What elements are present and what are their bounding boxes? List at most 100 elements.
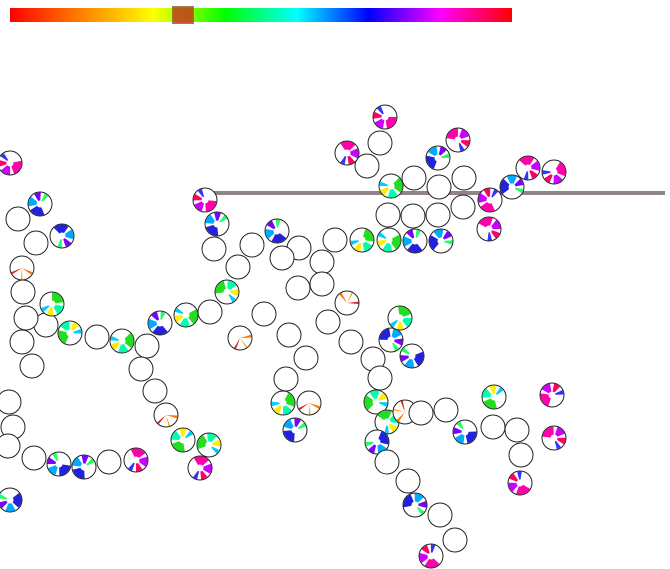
circle-node-icon[interactable] xyxy=(39,291,65,317)
circle-node-icon[interactable] xyxy=(541,425,567,451)
circle-node-icon[interactable] xyxy=(418,543,444,569)
circle-node-icon[interactable] xyxy=(153,402,179,428)
circle-node-icon[interactable] xyxy=(21,445,47,471)
circle-node-icon[interactable] xyxy=(27,191,53,217)
circle-node-icon[interactable] xyxy=(477,187,503,213)
circle-node-icon[interactable] xyxy=(507,470,533,496)
circle-node-icon[interactable] xyxy=(428,228,454,254)
circle-node-icon[interactable] xyxy=(19,353,45,379)
circle-node-icon[interactable] xyxy=(71,454,97,480)
circle-node-icon[interactable] xyxy=(192,187,218,213)
circle-node-icon[interactable] xyxy=(269,245,295,271)
circle-node-icon[interactable] xyxy=(367,365,393,391)
circle-node-icon[interactable] xyxy=(378,327,404,353)
circle-node-icon[interactable] xyxy=(142,378,168,404)
circle-node-icon[interactable] xyxy=(285,275,311,301)
circle-node-icon[interactable] xyxy=(515,155,541,181)
circle-node-icon[interactable] xyxy=(23,230,49,256)
circle-node-icon[interactable] xyxy=(541,159,567,185)
circle-node-icon[interactable] xyxy=(499,174,525,200)
circle-node-icon[interactable] xyxy=(402,492,428,518)
circle-node-icon[interactable] xyxy=(315,309,341,335)
circle-node-icon[interactable] xyxy=(147,310,173,336)
circle-node-icon[interactable] xyxy=(128,356,154,382)
circle-node-icon[interactable] xyxy=(309,249,335,275)
circle-node-icon[interactable] xyxy=(270,390,296,416)
circle-node-icon[interactable] xyxy=(363,389,389,415)
circle-node-icon[interactable] xyxy=(508,442,534,468)
circle-node-icon[interactable] xyxy=(46,451,72,477)
circle-node-icon[interactable] xyxy=(408,400,434,426)
circle-node-icon[interactable] xyxy=(123,447,149,473)
circle-node-icon[interactable] xyxy=(5,206,31,232)
circle-node-icon[interactable] xyxy=(9,255,35,281)
circle-node-icon[interactable] xyxy=(387,305,413,331)
circle-node-icon[interactable] xyxy=(196,432,222,458)
circle-node-icon[interactable] xyxy=(57,320,83,346)
circle-node-icon[interactable] xyxy=(372,104,398,130)
circle-node-icon[interactable] xyxy=(425,202,451,228)
circle-node-icon[interactable] xyxy=(9,329,35,355)
circle-node-icon[interactable] xyxy=(375,202,401,228)
circle-node-icon[interactable] xyxy=(293,345,319,371)
circle-node-icon[interactable] xyxy=(539,382,565,408)
circle-node-icon[interactable] xyxy=(426,174,452,200)
circle-node-icon[interactable] xyxy=(109,328,135,354)
circle-node-icon[interactable] xyxy=(309,271,335,297)
circle-node-icon[interactable] xyxy=(134,333,160,359)
circle-node-icon[interactable] xyxy=(10,279,36,305)
circle-node-icon[interactable] xyxy=(276,322,302,348)
circle-node-icon[interactable] xyxy=(201,236,227,262)
circle-node-icon[interactable] xyxy=(433,397,459,423)
circle-node-icon[interactable] xyxy=(445,127,471,153)
circle-node-icon[interactable] xyxy=(367,130,393,156)
circle-node-icon[interactable] xyxy=(354,153,380,179)
circle-node-icon[interactable] xyxy=(273,366,299,392)
circle-node-icon[interactable] xyxy=(84,324,110,350)
circle-node-icon[interactable] xyxy=(187,455,213,481)
circle-node-icon[interactable] xyxy=(204,211,230,237)
circle-node-icon[interactable] xyxy=(282,417,308,443)
circle-node-icon[interactable] xyxy=(504,417,530,443)
circle-node-icon[interactable] xyxy=(0,433,21,459)
circle-node-icon[interactable] xyxy=(197,299,223,325)
spectrum-position-marker[interactable] xyxy=(172,6,194,24)
circle-node-icon[interactable] xyxy=(334,140,360,166)
circle-node-icon[interactable] xyxy=(376,227,402,253)
circle-node-icon[interactable] xyxy=(13,305,39,331)
circle-node-icon[interactable] xyxy=(96,449,122,475)
circle-node-icon[interactable] xyxy=(374,449,400,475)
circle-node-icon[interactable] xyxy=(296,390,322,416)
circle-node-icon[interactable] xyxy=(452,419,478,445)
circle-node-icon[interactable] xyxy=(322,227,348,253)
circle-node-icon[interactable] xyxy=(349,227,375,253)
circle-node-icon[interactable] xyxy=(227,325,253,351)
circle-node-icon[interactable] xyxy=(400,203,426,229)
circle-node-icon[interactable] xyxy=(395,468,421,494)
circle-node-icon[interactable] xyxy=(0,150,23,176)
circle-node-icon[interactable] xyxy=(425,145,451,171)
circle-node-icon[interactable] xyxy=(264,218,290,244)
hue-spectrum-bar[interactable] xyxy=(10,8,512,22)
circle-node-icon[interactable] xyxy=(378,173,404,199)
circle-node-icon[interactable] xyxy=(170,427,196,453)
circle-node-icon[interactable] xyxy=(476,216,502,242)
circle-node-icon[interactable] xyxy=(442,527,468,553)
circle-node-icon[interactable] xyxy=(49,223,75,249)
circle-node-icon[interactable] xyxy=(401,165,427,191)
circle-node-icon[interactable] xyxy=(450,194,476,220)
circle-node-icon[interactable] xyxy=(481,384,507,410)
circle-node-icon[interactable] xyxy=(364,429,390,455)
circle-node-icon[interactable] xyxy=(251,301,277,327)
circle-node-icon[interactable] xyxy=(480,414,506,440)
circle-node-icon[interactable] xyxy=(0,389,22,415)
circle-node-icon[interactable] xyxy=(214,279,240,305)
circle-node-icon[interactable] xyxy=(399,343,425,369)
circle-node-icon[interactable] xyxy=(0,487,23,513)
circle-node-icon[interactable] xyxy=(334,290,360,316)
circle-node-icon[interactable] xyxy=(225,254,251,280)
circle-node-icon[interactable] xyxy=(427,502,453,528)
circle-node-icon[interactable] xyxy=(338,329,364,355)
circle-node-icon[interactable] xyxy=(239,232,265,258)
circle-node-icon[interactable] xyxy=(173,302,199,328)
